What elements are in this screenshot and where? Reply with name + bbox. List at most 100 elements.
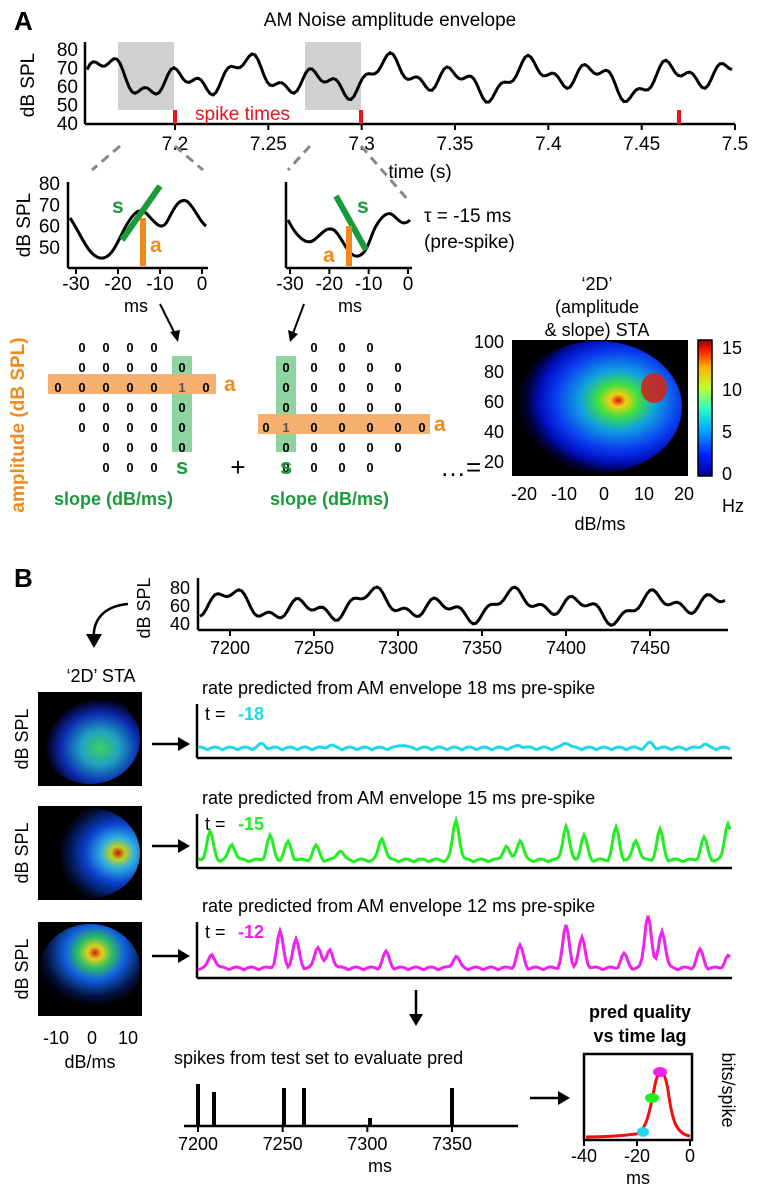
lag-label: t = <box>205 814 226 834</box>
envelope-x-label: time (s) <box>388 162 451 183</box>
grid-zero-cell: 0 <box>102 340 109 355</box>
grid-zero-cell: 0 <box>338 380 345 395</box>
y-tick-label: 60 <box>39 217 60 238</box>
arrow-head <box>86 634 102 648</box>
grid-zero-cell: 0 <box>366 460 373 475</box>
y-tick-label: 50 <box>57 96 78 117</box>
x-tick-label: 7.35 <box>437 134 474 155</box>
grid-zero-cell: 0 <box>394 420 401 435</box>
highlight-window-1 <box>118 42 174 110</box>
tau-note: (pre-spike) <box>424 232 515 253</box>
prediction-title: rate predicted from AM envelope 12 ms pr… <box>202 896 595 916</box>
grid-zero-cell: 0 <box>338 340 345 355</box>
zoom-line <box>286 144 312 172</box>
y-tick-label: 50 <box>39 238 60 259</box>
x-tick-label: -30 <box>276 274 303 295</box>
x-tick-label: 0 <box>197 274 208 295</box>
panel-a-letter: A <box>14 6 33 36</box>
grid-zero-cell: 0 <box>150 380 157 395</box>
colorbar <box>697 339 713 477</box>
zoom1-trace <box>68 199 207 260</box>
grid-zero-cell: 0 <box>150 400 157 415</box>
y-tick-label: 80 <box>39 174 60 195</box>
spike-times-label: spike times <box>195 104 290 125</box>
pq-title: pred quality <box>589 1002 691 1022</box>
grid-zero-cell: 0 <box>310 440 317 455</box>
arrow-head <box>558 1091 570 1105</box>
grid-zero-cell: 0 <box>178 360 185 375</box>
zoom-plot-2: s a -30 -20 -10 0 ms <box>276 182 413 316</box>
amp-letter: a <box>150 234 162 257</box>
encoding-grid-1: 0 0 0 0 0 0 0 0 0 0 0 0 0 0 1 0 0 0 0 0 0 0 0 0 0 0 0 0 0 0 0 0 0 a s am… <box>8 337 236 512</box>
x-tick-label: -10 <box>43 1028 69 1048</box>
arrow-line <box>291 303 305 337</box>
arrow-head <box>409 1014 423 1026</box>
slope-letter: s <box>112 195 124 218</box>
grid-zero-cell: 0 <box>78 380 85 395</box>
grid-zero-cell: 0 <box>366 400 373 415</box>
ellipsis-equals: …= <box>440 452 481 482</box>
sta-heatmap-a: ‘2D’ (amplitude & slope) STA 10080604020… <box>474 274 744 534</box>
arrow-head <box>288 330 298 342</box>
pq-marker-18 <box>637 1127 649 1137</box>
pq-marker-15 <box>645 1093 659 1103</box>
grid-zero-cell: 0 <box>78 420 85 435</box>
grid-zero-cell: 0 <box>282 360 289 375</box>
x-tick-label: -20 <box>624 1146 650 1166</box>
row-arrows <box>152 737 190 963</box>
x-tick-label: 7300 <box>347 1134 387 1154</box>
pq-marker-12 <box>653 1067 667 1077</box>
zoom2-trace <box>286 212 412 258</box>
prediction-row-12: rate predicted from AM envelope 12 ms pr… <box>195 896 732 980</box>
sta-thumb-y-label: dB SPL <box>12 938 32 999</box>
zoom-line <box>359 145 410 201</box>
sta-title-line3: & slope) STA <box>545 320 650 340</box>
x-tick-label: 7250 <box>263 1134 303 1154</box>
panel-b-letter: B <box>14 563 33 593</box>
prediction-row-18: rate predicted from AM envelope 18 ms pr… <box>195 678 732 760</box>
panel-a-title: AM Noise amplitude envelope <box>264 10 516 31</box>
grid-zero-cell: 0 <box>310 360 317 375</box>
zoom1-x-label: ms <box>124 296 148 316</box>
pq-y-label: bits/spike <box>718 1052 738 1127</box>
sta-hotspot <box>641 373 667 403</box>
grid-zero-cell: 0 <box>394 360 401 375</box>
grid-zero-cell: 0 <box>282 400 289 415</box>
x-tick-label: 7.2 <box>162 134 188 155</box>
zoom1-y-label: dB SPL <box>14 193 35 257</box>
sta-heatmap-blob <box>514 341 682 473</box>
envelope-b-trace <box>199 585 726 627</box>
y-tick-label: 0 <box>722 464 732 484</box>
x-tick-label: -20 <box>104 274 131 295</box>
amplitude-row-highlight <box>258 414 430 434</box>
x-tick-label: 7.45 <box>623 134 660 155</box>
lag-label: t = <box>205 922 226 942</box>
y-tick-label: 60 <box>484 392 504 412</box>
y-tick-label: 60 <box>57 77 78 98</box>
grid-zero-cell: 0 <box>102 440 109 455</box>
grid-zero-cell: 0 <box>178 400 185 415</box>
amp-letter: a <box>224 373 236 396</box>
grid-zero-cell: 0 <box>150 460 157 475</box>
grid-zero-cell: 0 <box>78 360 85 375</box>
sta-thumb-y-label: dB SPL <box>12 708 32 769</box>
grid-zero-cell: 0 <box>338 460 345 475</box>
grid-zero-cell: 0 <box>338 420 345 435</box>
grid-zero-cell: 0 <box>102 360 109 375</box>
grid-zero-cell: 0 <box>54 380 61 395</box>
grid-zero-cell: 0 <box>150 360 157 375</box>
grid-zero-cell: 0 <box>282 460 289 475</box>
grid-zero-cell: 0 <box>102 400 109 415</box>
grid-zero-cell: 0 <box>366 440 373 455</box>
x-tick-label: 10 <box>634 484 654 504</box>
zoom-line <box>91 144 121 172</box>
grid-zero-cell: 0 <box>282 380 289 395</box>
x-tick-label: 0 <box>403 274 414 295</box>
sta-b-title: ‘2D’ STA <box>66 666 135 686</box>
x-tick-label: -10 <box>146 274 173 295</box>
grid-zero-cell: 0 <box>126 360 133 375</box>
grid-zero-cell: 0 <box>394 400 401 415</box>
y-tick-label: 70 <box>39 195 60 216</box>
